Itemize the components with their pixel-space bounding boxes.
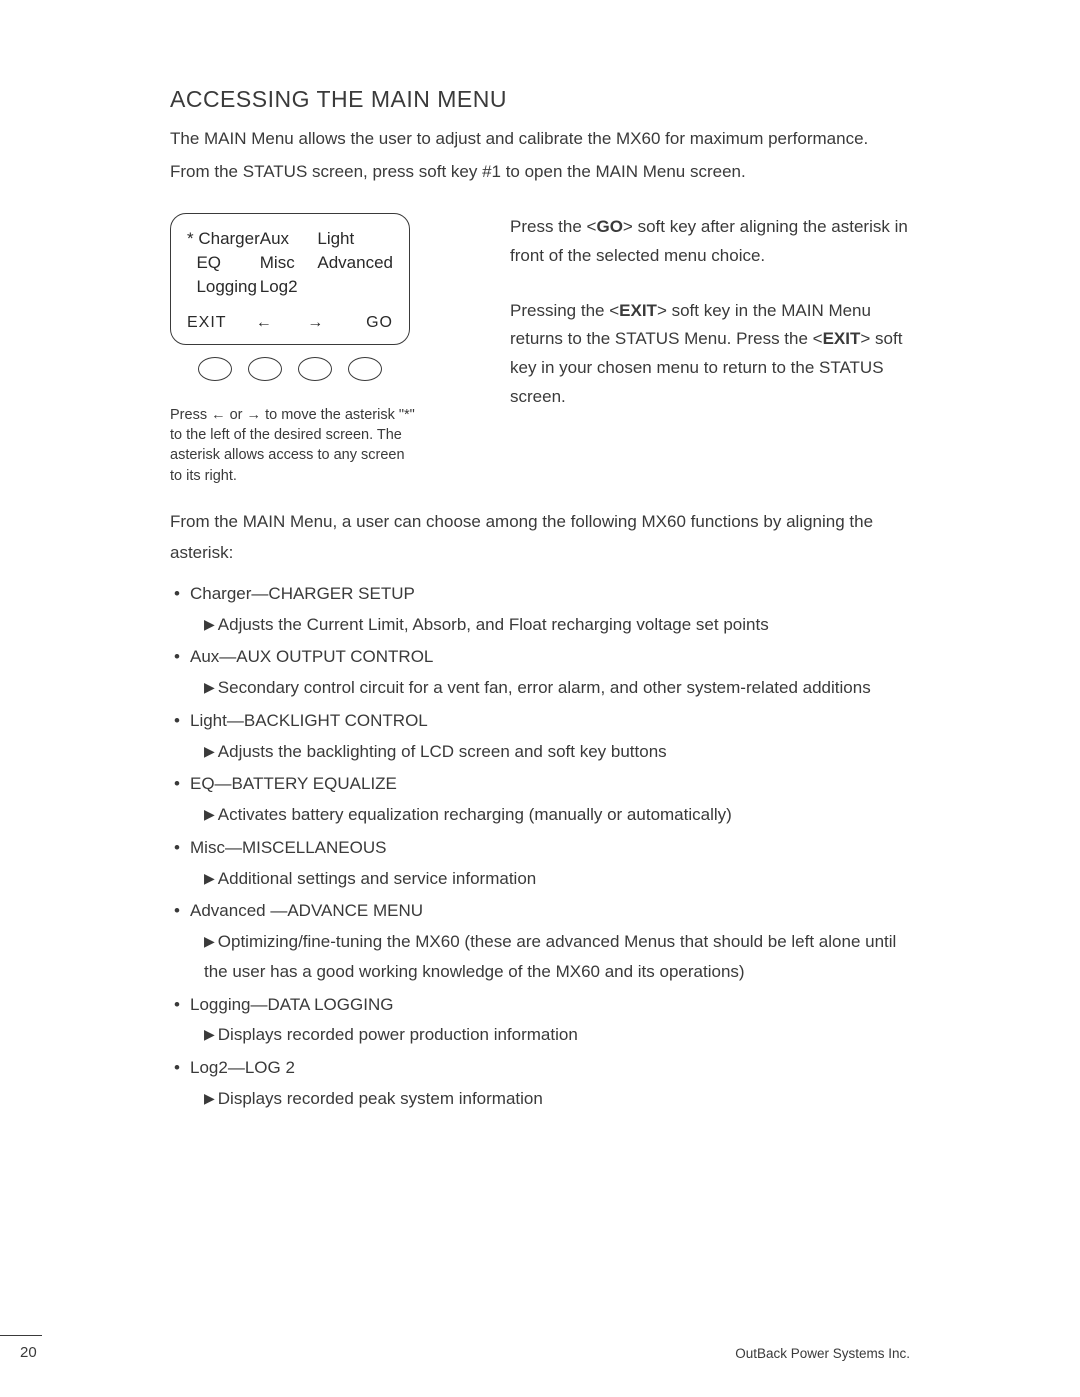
footer-company: OutBack Power Systems Inc.	[735, 1346, 910, 1361]
list-item: Charger—CHARGER SETUP ▶Adjusts the Curre…	[170, 579, 910, 641]
instruction-paragraph-go: Press the <GO> soft key after aligning t…	[510, 213, 910, 271]
softkey-label-left: ←	[239, 312, 291, 334]
menu-cell: Light	[317, 228, 393, 251]
menu-cell: EQ	[187, 252, 260, 275]
triangle-icon: ▶	[204, 612, 215, 637]
item-desc: Optimizing/fine-tuning the MX60 (these a…	[204, 932, 896, 981]
page-heading: ACCESSING THE MAIN MENU	[170, 86, 910, 113]
function-list: Charger—CHARGER SETUP ▶Adjusts the Curre…	[170, 579, 910, 1115]
softkey-button-icon	[348, 357, 382, 381]
item-desc: Secondary control circuit for a vent fan…	[218, 678, 871, 697]
item-title: Logging—DATA LOGGING	[190, 995, 393, 1014]
triangle-icon: ▶	[204, 739, 215, 764]
menu-cell: Misc	[260, 252, 318, 275]
softkey-label-exit: EXIT	[187, 312, 239, 334]
list-intro: From the MAIN Menu, a user can choose am…	[170, 506, 910, 569]
item-title: Charger—CHARGER SETUP	[190, 584, 415, 603]
softkey-label-right: →	[290, 312, 342, 334]
triangle-icon: ▶	[204, 802, 215, 827]
softkey-button-icon	[248, 357, 282, 381]
triangle-icon: ▶	[204, 929, 215, 954]
item-desc: Additional settings and service informat…	[218, 869, 536, 888]
page-number: 20	[20, 1344, 42, 1361]
instruction-paragraph-exit: Pressing the <EXIT> soft key in the MAIN…	[510, 297, 910, 413]
menu-cell: Advanced	[317, 252, 393, 275]
menu-cell: Aux	[260, 228, 318, 251]
item-title: Advanced —ADVANCE MENU	[190, 901, 423, 920]
list-item: Aux—AUX OUTPUT CONTROL ▶Secondary contro…	[170, 642, 910, 704]
menu-cell: * Charger	[187, 228, 260, 251]
list-item: Misc—MISCELLANEOUS ▶Additional settings …	[170, 833, 910, 895]
item-title: EQ—BATTERY EQUALIZE	[190, 774, 397, 793]
figure-caption: Press ← or → to move the asterisk "*" to…	[170, 405, 420, 486]
item-title: Aux—AUX OUTPUT CONTROL	[190, 647, 433, 666]
triangle-icon: ▶	[204, 866, 215, 891]
item-desc: Activates battery equalization rechargin…	[218, 805, 732, 824]
item-desc: Adjusts the Current Limit, Absorb, and F…	[218, 615, 769, 634]
triangle-icon: ▶	[204, 1022, 215, 1047]
intro-paragraph-1: The MAIN Menu allows the user to adjust …	[170, 125, 910, 154]
lcd-screen-illustration: * Charger Aux Light EQ Misc Advanced Log…	[170, 213, 410, 345]
softkey-buttons-row	[170, 345, 410, 381]
menu-cell: Log2	[260, 276, 318, 299]
item-title: Log2—LOG 2	[190, 1058, 295, 1077]
item-desc: Adjusts the backlighting of LCD screen a…	[218, 742, 667, 761]
list-item: Advanced —ADVANCE MENU ▶Optimizing/fine-…	[170, 896, 910, 987]
item-desc: Displays recorded peak system informatio…	[218, 1089, 543, 1108]
list-item: Light—BACKLIGHT CONTROL ▶Adjusts the bac…	[170, 706, 910, 768]
item-title: Misc—MISCELLANEOUS	[190, 838, 386, 857]
triangle-icon: ▶	[204, 675, 215, 700]
softkey-button-icon	[198, 357, 232, 381]
menu-cell: Logging	[187, 276, 260, 299]
list-item: EQ—BATTERY EQUALIZE ▶Activates battery e…	[170, 769, 910, 831]
list-item: Log2—LOG 2 ▶Displays recorded peak syste…	[170, 1053, 910, 1115]
triangle-icon: ▶	[204, 1086, 215, 1111]
menu-cell	[317, 276, 393, 299]
item-desc: Displays recorded power production infor…	[218, 1025, 578, 1044]
softkey-label-go: GO	[342, 312, 394, 334]
softkey-button-icon	[298, 357, 332, 381]
item-title: Light—BACKLIGHT CONTROL	[190, 711, 428, 730]
intro-paragraph-2: From the STATUS screen, press soft key #…	[170, 158, 910, 187]
list-item: Logging—DATA LOGGING ▶Displays recorded …	[170, 990, 910, 1052]
footer-rule	[0, 1335, 42, 1336]
